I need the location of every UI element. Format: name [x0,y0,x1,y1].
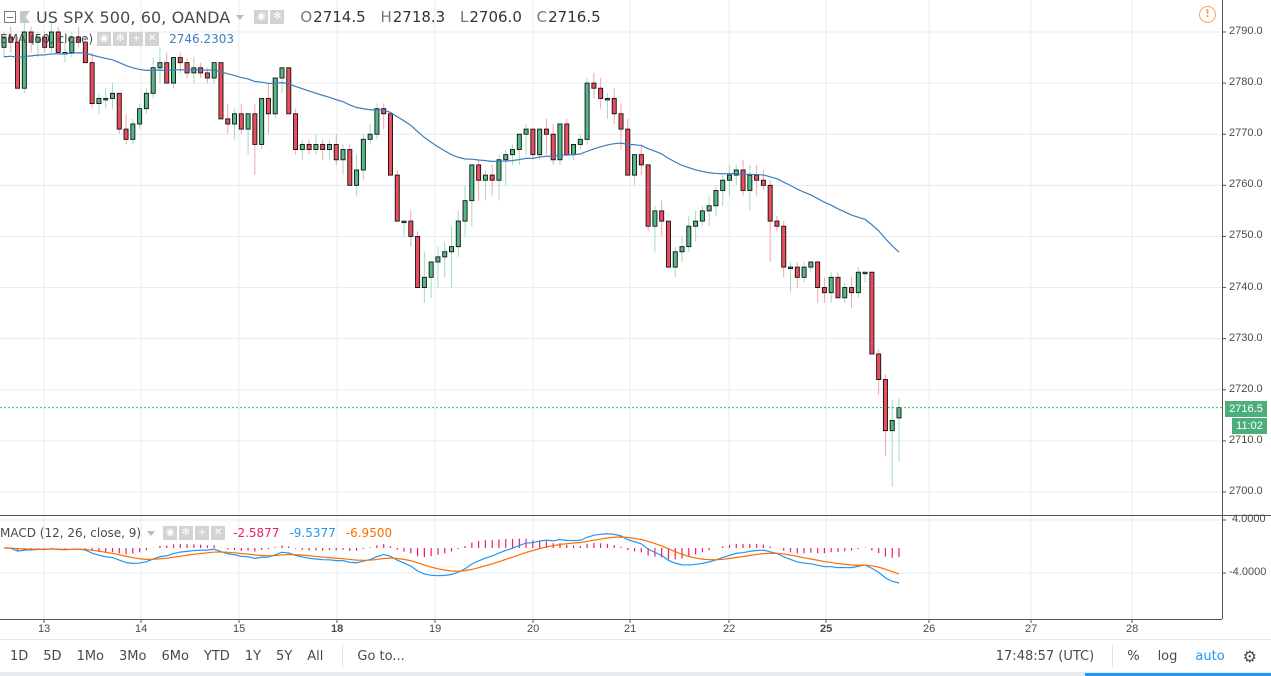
time-tick-label: 21 [624,623,637,635]
time-tick-label: 28 [1126,623,1139,635]
time-tick-label: 20 [527,623,540,635]
alert-icon[interactable]: ! [1199,6,1216,23]
eye-icon[interactable]: ◉ [97,32,112,46]
gear-icon[interactable]: ⚙ [1242,646,1257,666]
macd-signal-value: -6.9500 [345,526,393,540]
close-key: C [536,8,548,26]
auto-scale-button[interactable]: auto [1195,648,1225,664]
log-scale-button[interactable]: log [1157,648,1178,664]
low-key: L [460,8,469,26]
macd-legend: MACD (12, 26, close, 9) ◉ ✻ + ✕ -2.5877 … [0,525,392,541]
time-tick-label: 14 [135,623,148,635]
high-key: H [380,8,392,26]
price-tick-label: 2700.0 [1229,484,1263,497]
collapse-legend-icon[interactable] [4,11,16,23]
flag-icon[interactable] [20,11,30,23]
symbol-legend: US SPX 500, 60, OANDA ◉ ✻ O2714.5 H2718.… [0,6,611,28]
gear-icon[interactable]: ✻ [270,10,285,24]
chevron-down-icon[interactable] [236,14,245,20]
divider [342,645,344,667]
bottom-scrollbar[interactable] [0,672,1271,676]
gear-icon[interactable]: ✻ [113,32,128,46]
scale-options: 17:48:57 (UTC) % log auto ⚙ [996,645,1271,667]
time-tick-label: 18 [331,623,344,635]
ema-legend: EMA (50, close) ◉ ✻ + ✕ 2746.2303 [0,31,234,47]
price-tick-label: 2720.0 [1229,382,1263,395]
clock-time[interactable]: 17:48:57 (UTC) [995,648,1095,664]
goto-button[interactable]: Go to... [357,648,405,664]
macd-tick-label: 4.0000 [1232,513,1266,525]
price-tick-label: 2780.0 [1229,76,1263,89]
range-3mo-button[interactable]: 3Mo [119,648,147,664]
percent-scale-button[interactable]: % [1127,648,1140,664]
price-tick-label: 2790.0 [1229,25,1263,37]
bottom-toolbar: 1D 5D 1Mo 3Mo 6Mo YTD 1Y 5Y All Go to...… [0,639,1271,672]
price-tick-label: 2710.0 [1229,433,1263,446]
macd-line-value: -9.5377 [289,526,336,540]
price-tick-label: 2760.0 [1229,178,1263,191]
price-tick-label: 2750.0 [1229,229,1263,242]
range-6mo-button[interactable]: 6Mo [161,648,189,664]
range-5y-button[interactable]: 5Y [276,648,293,664]
range-all-button[interactable]: All [307,648,324,664]
time-tick-label: 26 [923,623,936,635]
ema-label[interactable]: EMA (50, close) [0,32,94,46]
time-tick-label: 22 [723,623,736,635]
range-1mo-button[interactable]: 1Mo [76,648,105,664]
eye-icon[interactable]: ◉ [163,526,178,540]
last-price-tag: 2716.5 [1225,401,1267,417]
range-5d-button[interactable]: 5D [43,648,62,664]
symbol-title[interactable]: US SPX 500, 60, OANDA [36,7,231,27]
macd-histogram-value: -2.5877 [233,526,280,540]
time-tick-label: 27 [1025,623,1038,635]
open-key: O [300,8,313,26]
price-tick-label: 2740.0 [1229,280,1263,293]
time-tick-label: 15 [233,623,246,635]
date-range-buttons: 1D 5D 1Mo 3Mo 6Mo YTD 1Y 5Y All [10,649,338,664]
gear-icon[interactable]: ✻ [179,526,194,540]
price-tick-label: 2770.0 [1229,127,1263,140]
plus-icon[interactable]: + [129,32,144,46]
close-icon[interactable]: ✕ [145,32,160,46]
ohlc-values: O2714.5 H2718.3 L2706.0 C2716.5 [300,8,610,26]
close-icon[interactable]: ✕ [211,526,226,540]
high-value: 2718.3 [392,8,446,26]
macd-tick-label: -4.0000 [1229,566,1267,578]
range-ytd-button[interactable]: YTD [203,648,230,664]
divider [1112,645,1114,667]
price-tick-label: 2730.0 [1229,331,1263,344]
scroll-thumb[interactable] [1085,673,1271,676]
time-tick-label: 19 [429,623,442,635]
macd-label[interactable]: MACD (12, 26, close, 9) [0,526,142,540]
ema-value: 2746.2303 [169,32,235,46]
chevron-down-icon[interactable] [147,530,156,536]
open-value: 2714.5 [313,8,366,26]
range-1d-button[interactable]: 1D [10,648,29,664]
time-tick-label: 13 [38,623,51,635]
eye-icon[interactable]: ◉ [254,10,269,24]
plus-icon[interactable]: + [195,526,210,540]
time-tick-label: 25 [820,623,833,635]
countdown-tag: 11:02 [1232,418,1267,434]
close-value: 2716.5 [548,8,601,26]
range-1y-button[interactable]: 1Y [244,648,262,664]
low-value: 2706.0 [469,8,522,26]
